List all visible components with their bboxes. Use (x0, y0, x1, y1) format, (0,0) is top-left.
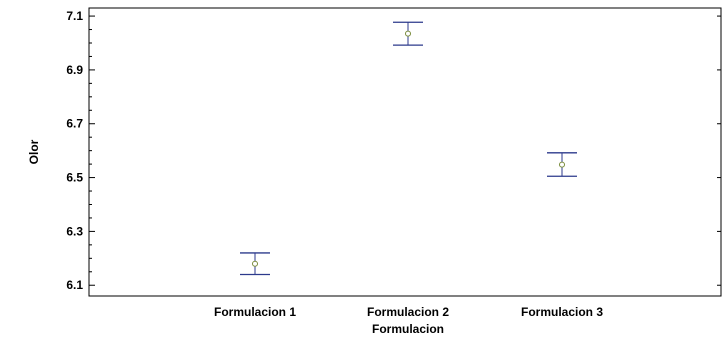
error-bars (240, 21, 577, 276)
y-tick-label: 6.7 (66, 117, 83, 131)
right-axis-ticks (717, 15, 721, 286)
x-axis-title: Formulacion (372, 322, 444, 336)
x-tick-label: Formulacion 2 (367, 305, 449, 319)
x-tick-label: Formulacion 3 (521, 305, 603, 319)
plot-frame (88, 7, 722, 297)
y-tick-label: 7.1 (66, 9, 83, 23)
y-tick-label: 6.3 (66, 224, 83, 238)
y-axis: 7.1 6.9 6.7 6.5 6.3 6.1 (66, 9, 95, 292)
mean-point (252, 260, 258, 267)
plot-area-border (88, 7, 722, 297)
y-tick-label: 6.5 (66, 171, 83, 185)
y-tick-label: 6.1 (66, 278, 83, 292)
mean-point (559, 161, 565, 168)
y-axis-title: Olor (27, 139, 41, 164)
x-tick-label: Formulacion 1 (214, 305, 296, 319)
mean-point (405, 30, 411, 37)
y-tick-label: 6.9 (66, 63, 83, 77)
x-axis: Formulacion 1 Formulacion 2 Formulacion 3 (214, 305, 603, 319)
